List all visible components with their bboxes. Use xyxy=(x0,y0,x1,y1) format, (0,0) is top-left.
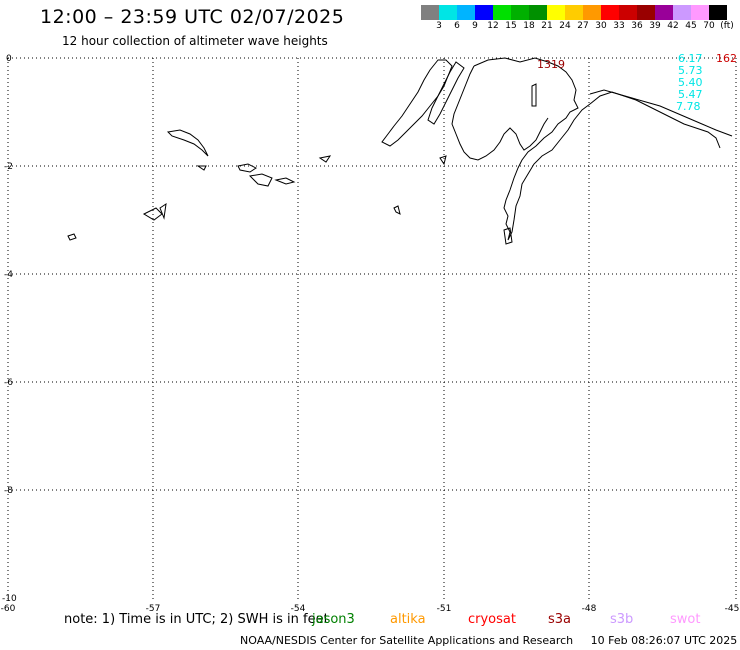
island-9 xyxy=(318,155,332,163)
wave-label: 5.40 xyxy=(678,76,703,89)
wave-label: 162 xyxy=(716,52,737,65)
map-title: 12:00 – 23:59 UTC 02/07/2025 xyxy=(40,6,345,28)
color-swatch xyxy=(493,5,511,20)
color-scale-labels: 3 6 9 12 15 18 21 24 27 30 33 36 39 42 45 70 (ft) xyxy=(421,21,740,33)
color-scale-tick: 15 xyxy=(505,21,517,31)
color-scale-tick: 3 xyxy=(436,21,442,31)
island-8 xyxy=(67,233,77,241)
color-swatch xyxy=(529,5,547,20)
color-swatch xyxy=(583,5,601,20)
color-swatch xyxy=(637,5,655,20)
color-scale-tick: 45 xyxy=(685,21,697,31)
color-scale-tick: 33 xyxy=(613,21,625,31)
x-tick-label: -51 xyxy=(437,604,452,614)
satellite-swot: swot xyxy=(670,612,701,627)
color-scale-tick: 21 xyxy=(541,21,553,31)
color-scale-tick: 36 xyxy=(631,21,643,31)
color-scale-tick: 12 xyxy=(487,21,499,31)
color-swatch xyxy=(601,5,619,20)
color-scale-tick: 27 xyxy=(577,21,589,31)
color-swatch xyxy=(709,5,727,20)
credit-line: NOAA/NESDIS Center for Satellite Applica… xyxy=(240,634,737,647)
wave-label: 5.73 xyxy=(678,64,703,77)
island-10 xyxy=(393,205,401,215)
color-scale-tick: (ft) xyxy=(720,21,734,31)
color-scale-tick: 9 xyxy=(472,21,478,31)
color-swatch xyxy=(475,5,493,20)
color-swatch xyxy=(421,5,439,20)
x-tick-label: -45 xyxy=(725,604,740,614)
coastline-east-2 xyxy=(589,89,733,137)
y-tick-label: 0 xyxy=(6,54,12,64)
color-swatch xyxy=(457,5,475,20)
island-1 xyxy=(166,129,209,157)
color-scale-tick: 30 xyxy=(595,21,607,31)
y-tick-label: -6 xyxy=(4,378,13,388)
wave-label: 7.78 xyxy=(676,100,701,113)
x-tick-label: -60 xyxy=(1,604,16,614)
color-scale-tick: 18 xyxy=(523,21,535,31)
generated-timestamp: 10 Feb 08:26:07 UTC 2025 xyxy=(590,634,738,647)
y-tick-label: -10 xyxy=(2,594,17,604)
island-2 xyxy=(237,163,257,173)
map-subtitle: 12 hour collection of altimeter wave hei… xyxy=(62,34,328,48)
coastline-mainland xyxy=(473,57,591,241)
color-scale-tick: 6 xyxy=(454,21,460,31)
coastline-amazon-delta xyxy=(451,65,549,161)
y-tick-label: -8 xyxy=(4,486,13,496)
color-swatch xyxy=(547,5,565,20)
satellite-altika: altika xyxy=(390,612,426,627)
credit-text: NOAA/NESDIS Center for Satellite Applica… xyxy=(240,634,574,647)
color-scale-tick: 39 xyxy=(649,21,661,31)
wave-label: 1319 xyxy=(537,58,565,71)
island-13 xyxy=(531,83,537,107)
island-11 xyxy=(439,155,447,166)
satellite-s3b: s3b xyxy=(610,612,634,627)
color-scale-tick: 70 xyxy=(703,21,715,31)
satellite-s3a: s3a xyxy=(548,612,572,627)
footnote: note: 1) Time is in UTC; 2) SWH is in fe… xyxy=(64,612,329,627)
satellite-cryosat: cryosat xyxy=(468,612,516,627)
island-4 xyxy=(274,177,296,185)
color-swatch xyxy=(619,5,637,20)
island-7 xyxy=(196,165,207,171)
map-grid xyxy=(7,57,737,600)
color-swatch xyxy=(691,5,709,20)
x-tick-label: -54 xyxy=(291,604,306,614)
y-tick-label: -4 xyxy=(4,270,13,280)
coastline-estuary xyxy=(427,61,465,125)
color-swatch xyxy=(655,5,673,20)
color-swatch xyxy=(511,5,529,20)
island-3 xyxy=(248,173,273,187)
wave-label: 6.17 xyxy=(678,52,703,65)
wave-label: 5.47 xyxy=(678,88,703,101)
island-12 xyxy=(503,227,513,245)
color-scale-bar xyxy=(421,5,727,20)
satellite-jason3: jason3 xyxy=(312,612,355,627)
y-tick-label: -2 xyxy=(4,162,13,172)
color-scale-tick: 24 xyxy=(559,21,571,31)
coastline xyxy=(67,57,733,245)
coastline-marajo xyxy=(381,59,453,147)
color-swatch xyxy=(673,5,691,20)
color-scale-tick: 42 xyxy=(667,21,679,31)
color-swatch xyxy=(565,5,583,20)
x-tick-label: -57 xyxy=(146,604,161,614)
color-swatch xyxy=(439,5,457,20)
island-6 xyxy=(159,202,167,220)
x-tick-label: -48 xyxy=(582,604,597,614)
